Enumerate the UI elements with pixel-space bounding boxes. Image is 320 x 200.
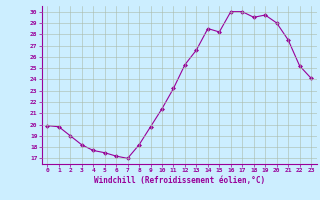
X-axis label: Windchill (Refroidissement éolien,°C): Windchill (Refroidissement éolien,°C) bbox=[94, 176, 265, 185]
